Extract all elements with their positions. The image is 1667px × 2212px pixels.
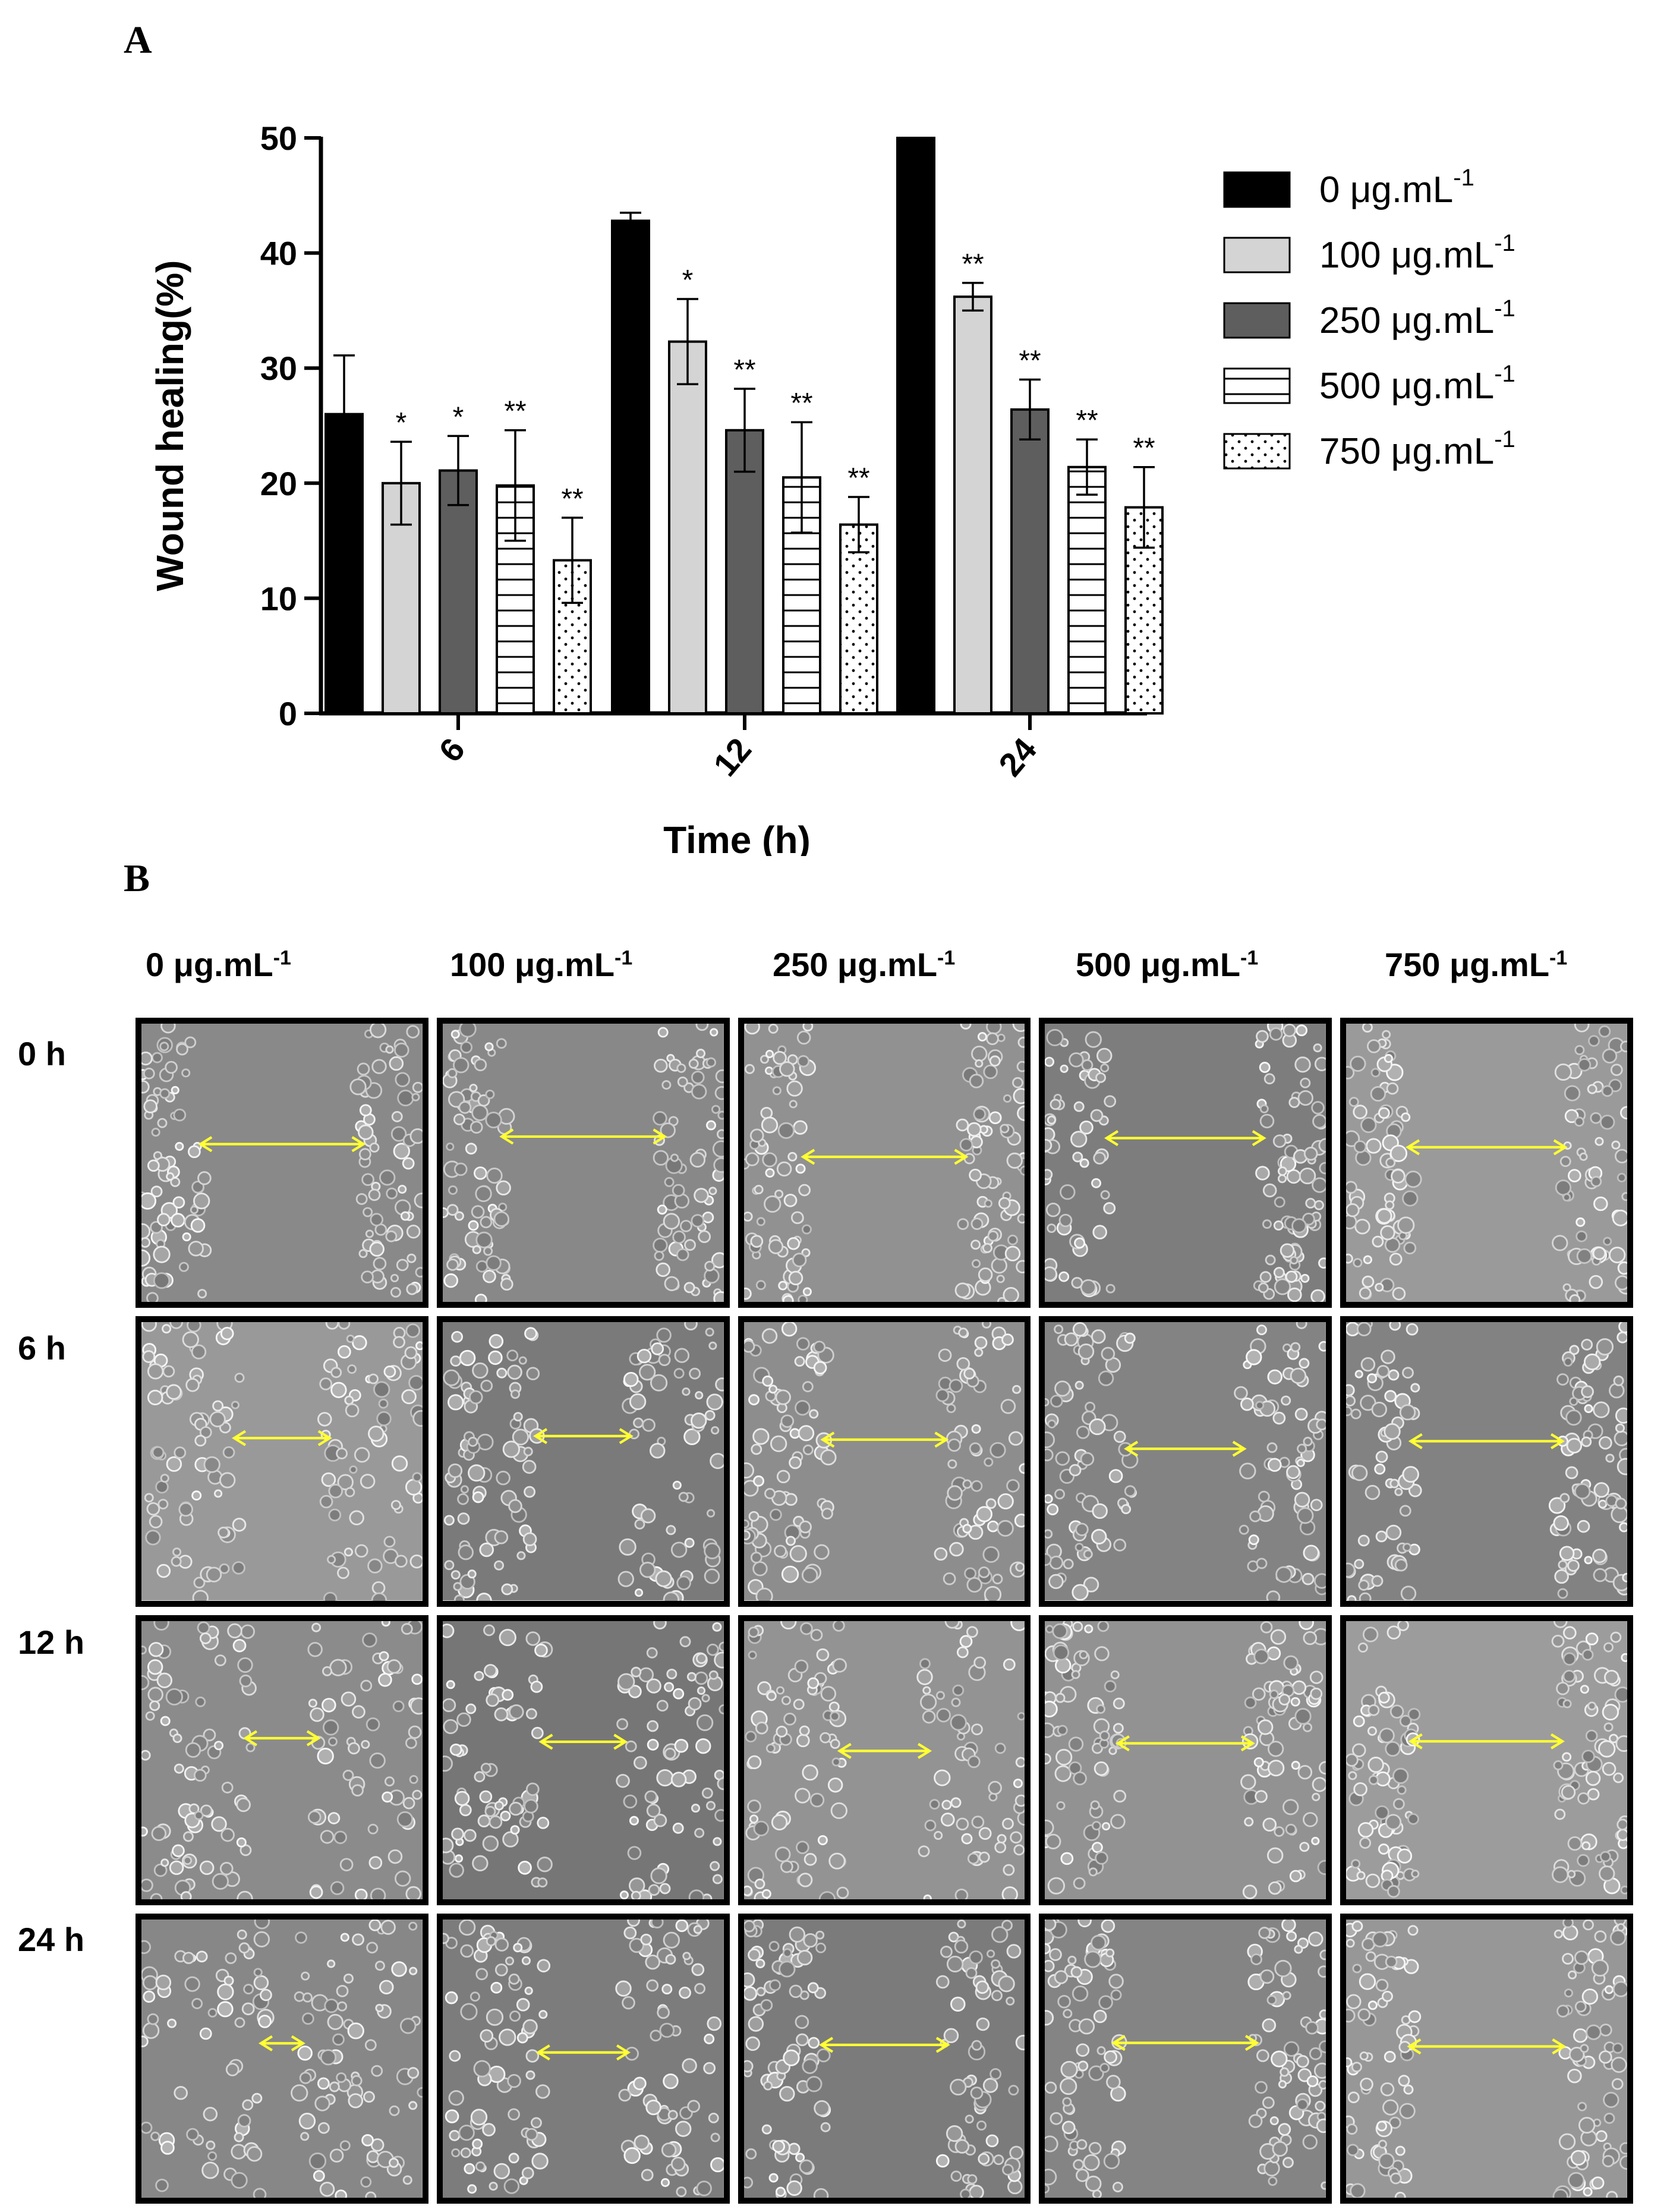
y-tick-label: 20 bbox=[260, 465, 297, 502]
micrograph-image bbox=[1045, 1024, 1326, 1302]
y-tick-label: 0 bbox=[279, 695, 297, 732]
x-tick-label: 12 bbox=[706, 731, 758, 783]
micrograph-cell bbox=[1039, 1913, 1332, 2204]
column-header: 100 μg.mL-1 bbox=[450, 946, 633, 983]
micrograph-cell bbox=[1340, 1018, 1633, 1308]
legend-swatch bbox=[1223, 302, 1291, 339]
y-tick-label: 40 bbox=[260, 235, 297, 272]
micrograph-image bbox=[442, 1621, 724, 1899]
micrograph-cell bbox=[135, 1018, 428, 1308]
bar bbox=[896, 137, 935, 715]
bar bbox=[839, 523, 878, 715]
micrograph-cell bbox=[1039, 1316, 1332, 1607]
legend-swatch bbox=[1223, 237, 1291, 273]
micrograph-image bbox=[1346, 1322, 1627, 1601]
micrograph-image bbox=[743, 1024, 1025, 1302]
significance-marker: ** bbox=[1076, 405, 1098, 436]
legend-label: 0 μg.mL-1 bbox=[1319, 165, 1474, 210]
micrograph-cell bbox=[436, 1913, 730, 2204]
column-header: 250 μg.mL-1 bbox=[773, 946, 956, 983]
micrograph-image bbox=[141, 1919, 423, 2198]
panel-b-label: B bbox=[124, 857, 150, 900]
significance-marker: ** bbox=[504, 396, 526, 427]
micrograph-image bbox=[442, 1322, 724, 1601]
column-header: 500 μg.mL-1 bbox=[1076, 946, 1259, 983]
significance-marker: ** bbox=[733, 354, 755, 386]
y-tick-label: 10 bbox=[260, 580, 297, 617]
micrograph-cell bbox=[738, 1316, 1031, 1607]
micrograph-cell bbox=[436, 1018, 730, 1308]
micrograph-cell bbox=[738, 1615, 1031, 1905]
significance-marker: ** bbox=[1133, 433, 1155, 464]
bar bbox=[611, 219, 650, 715]
micrograph-image bbox=[1045, 1621, 1326, 1899]
micrograph-cell bbox=[1340, 1913, 1633, 2204]
micrograph-image bbox=[743, 1919, 1025, 2198]
micrograph-image bbox=[442, 1919, 724, 2198]
micrograph-image bbox=[1045, 1322, 1326, 1601]
significance-marker: * bbox=[396, 407, 407, 439]
y-axis-label: Wound healing(%) bbox=[149, 260, 191, 591]
bar bbox=[953, 295, 992, 715]
micrograph-cell bbox=[436, 1316, 730, 1607]
panel-a-label: A bbox=[124, 18, 152, 62]
bar bbox=[439, 469, 478, 715]
x-axis-label: Time (h) bbox=[663, 819, 811, 856]
significance-marker: ** bbox=[1019, 345, 1041, 377]
micrograph-cell bbox=[1039, 1018, 1332, 1308]
micrograph-image bbox=[1346, 1024, 1627, 1302]
micrograph-cell bbox=[738, 1913, 1031, 2204]
bar bbox=[725, 429, 764, 715]
micrograph-cell bbox=[1340, 1615, 1633, 1905]
row-label: 6 h bbox=[18, 1329, 66, 1367]
micrograph-cell bbox=[1340, 1316, 1633, 1607]
x-tick-label: 24 bbox=[991, 731, 1044, 783]
legend-swatch bbox=[1223, 171, 1291, 208]
bar bbox=[1010, 408, 1050, 715]
row-label: 0 h bbox=[18, 1035, 66, 1072]
significance-marker: * bbox=[682, 265, 694, 296]
legend-swatch bbox=[1223, 433, 1291, 470]
micrograph-grid bbox=[135, 1018, 1633, 2204]
micrograph-image bbox=[743, 1322, 1025, 1601]
micrograph-image bbox=[141, 1322, 423, 1601]
micrograph-cell bbox=[1039, 1615, 1332, 1905]
micrograph-image bbox=[743, 1621, 1025, 1899]
legend-label: 250 μg.mL-1 bbox=[1319, 295, 1515, 341]
micrograph-image bbox=[1346, 1919, 1627, 2198]
significance-marker: ** bbox=[847, 462, 869, 494]
legend-label: 100 μg.mL-1 bbox=[1319, 230, 1515, 276]
x-tick-label: 6 bbox=[431, 731, 472, 769]
micrograph-image bbox=[1045, 1919, 1326, 2198]
legend-label: 500 μg.mL-1 bbox=[1319, 361, 1515, 407]
micrograph-image bbox=[442, 1024, 724, 1302]
legend-swatch bbox=[1223, 367, 1291, 404]
micrograph-cell bbox=[135, 1615, 428, 1905]
bar bbox=[668, 340, 707, 715]
significance-marker: ** bbox=[561, 483, 583, 515]
significance-marker: ** bbox=[962, 248, 984, 280]
significance-marker: ** bbox=[790, 388, 812, 419]
row-label: 12 h bbox=[18, 1623, 85, 1661]
column-header: 0 μg.mL-1 bbox=[146, 946, 291, 983]
legend-label: 750 μg.mL-1 bbox=[1319, 426, 1515, 472]
micrograph-cell bbox=[738, 1018, 1031, 1308]
column-header: 750 μg.mL-1 bbox=[1385, 946, 1568, 983]
micrograph-cell bbox=[436, 1615, 730, 1905]
micrograph-image bbox=[1346, 1621, 1627, 1899]
micrograph-image bbox=[141, 1621, 423, 1899]
y-tick-label: 30 bbox=[260, 350, 297, 387]
bar bbox=[1067, 465, 1107, 715]
micrograph-image bbox=[141, 1024, 423, 1302]
row-label: 24 h bbox=[18, 1921, 85, 1958]
micrograph-cell bbox=[135, 1316, 428, 1607]
y-tick-label: 50 bbox=[260, 119, 297, 157]
micrograph-cell bbox=[135, 1913, 428, 2204]
significance-marker: * bbox=[453, 401, 464, 433]
